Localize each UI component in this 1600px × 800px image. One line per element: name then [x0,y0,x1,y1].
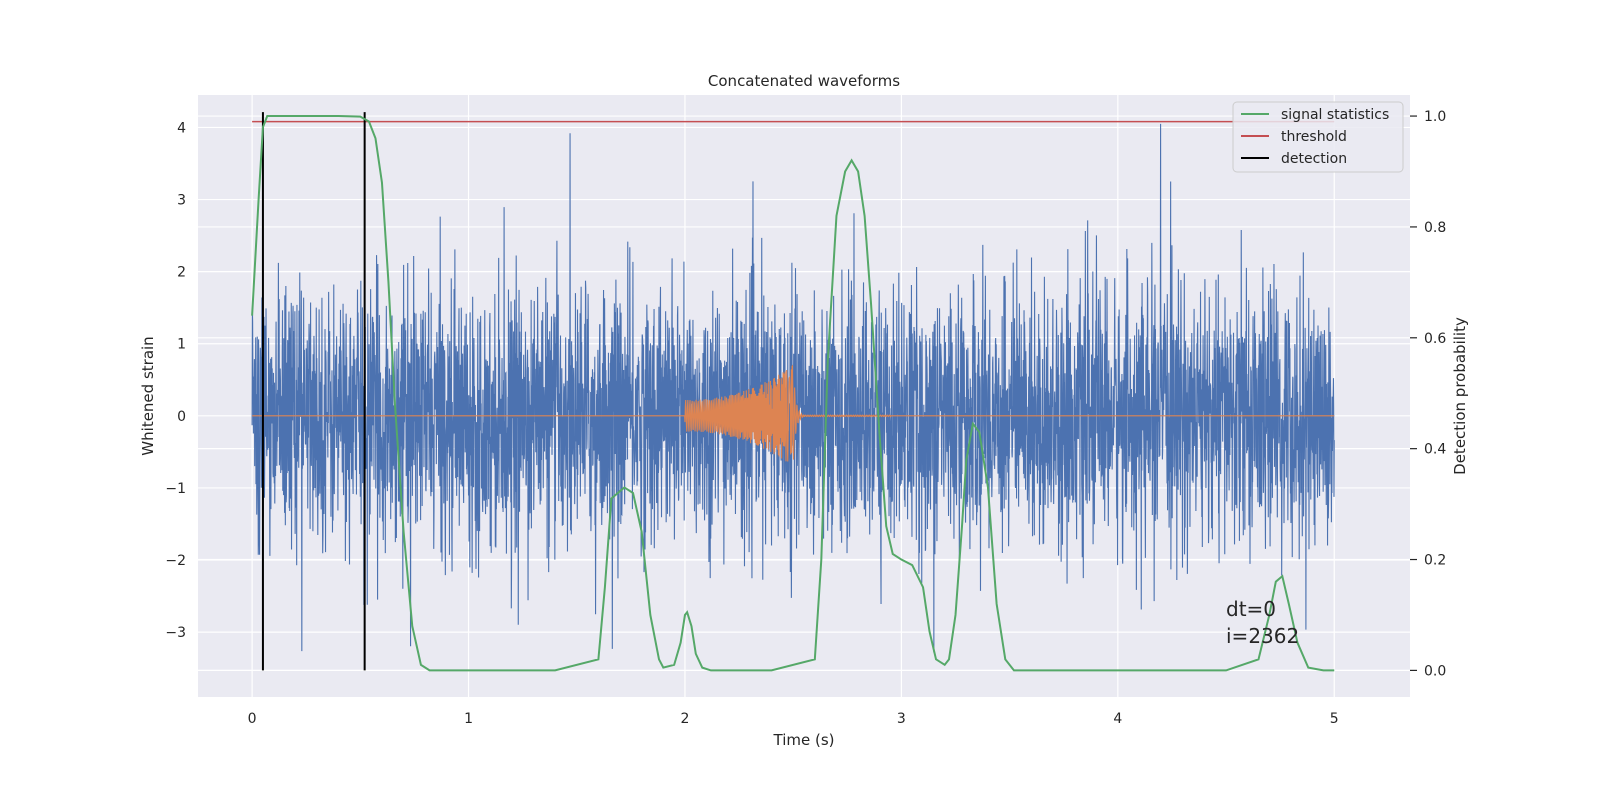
legend-entry-signal-statistics: signal statistics [1281,107,1389,123]
data-layer [251,112,1335,672]
y-tick-label: −1 [165,481,186,497]
x-tick-label: 3 [897,711,906,727]
y2-tick-label: 0.0 [1424,663,1446,679]
x-axis-label: Time (s) [773,731,835,749]
chart-title: Concatenated waveforms [708,72,900,90]
annotation-dt: dt=0 [1226,597,1276,621]
y-axis-left: −3 −2 −1 0 1 2 3 4 [165,120,186,641]
y-axis-label: Whitened strain [139,336,157,455]
y-tick-label: −2 [165,553,186,569]
y-tick-label: 0 [177,409,186,425]
y-tick-label: −3 [165,625,186,641]
y2-axis-label: Detection probability [1451,317,1469,475]
signal-statistics-series [251,115,1335,672]
y2-tick-label: 0.8 [1424,220,1446,236]
y2-tick-label: 0.4 [1424,442,1446,458]
y-tick-label: 1 [177,337,186,353]
x-tick-label: 5 [1330,711,1339,727]
x-tick-label: 0 [248,711,257,727]
legend-entry-threshold: threshold [1281,129,1347,145]
legend: signal statistics threshold detection [1232,101,1404,173]
x-tick-label: 2 [681,711,690,727]
x-tick-label: 4 [1113,711,1122,727]
annotation-index: i=2362 [1226,624,1299,648]
y-tick-label: 2 [177,265,186,281]
x-axis: 0 1 2 3 4 5 [248,711,1339,727]
y2-tick-label: 0.6 [1424,331,1446,347]
y-tick-label: 3 [177,193,186,209]
y-tick-label: 4 [177,120,186,136]
y2-tick-label: 0.2 [1424,553,1446,569]
legend-box [1232,101,1404,173]
x-tick-label: 1 [464,711,473,727]
strain-layer [251,123,1335,653]
y2-tick-label: 1.0 [1424,109,1446,125]
injection-series [252,364,1335,462]
legend-entry-detection: detection [1281,151,1347,167]
y-axis-right: 0.0 0.2 0.4 0.6 0.8 1.0 [1410,109,1446,679]
